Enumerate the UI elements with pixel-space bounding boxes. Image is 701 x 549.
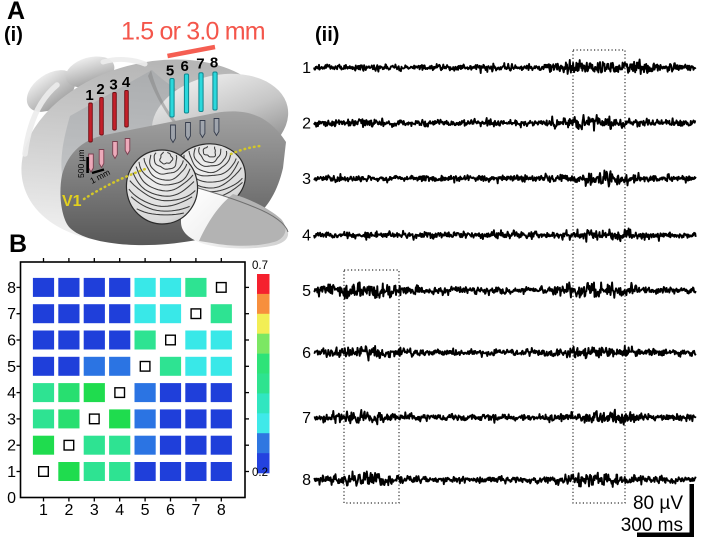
svg-text:1: 1 bbox=[85, 87, 93, 104]
svg-text:5: 5 bbox=[302, 283, 311, 300]
svg-text:3: 3 bbox=[90, 502, 99, 519]
svg-text:4: 4 bbox=[115, 502, 124, 519]
svg-text:8: 8 bbox=[217, 502, 226, 519]
svg-text:1: 1 bbox=[7, 464, 16, 481]
svg-text:(ii): (ii) bbox=[315, 24, 339, 46]
svg-text:7: 7 bbox=[7, 306, 16, 323]
svg-text:2: 2 bbox=[302, 116, 311, 133]
svg-text:80 µV: 80 µV bbox=[633, 493, 683, 514]
svg-text:5: 5 bbox=[7, 359, 16, 376]
svg-text:5: 5 bbox=[141, 502, 150, 519]
svg-text:3: 3 bbox=[302, 171, 311, 188]
svg-text:8: 8 bbox=[210, 55, 218, 72]
svg-text:4: 4 bbox=[302, 228, 311, 245]
svg-text:V1: V1 bbox=[62, 193, 82, 210]
svg-text:1: 1 bbox=[39, 502, 48, 519]
svg-text:7: 7 bbox=[302, 410, 311, 427]
svg-text:4: 4 bbox=[7, 385, 16, 402]
svg-text:4: 4 bbox=[122, 74, 131, 91]
svg-text:6: 6 bbox=[166, 502, 175, 519]
svg-text:300 ms: 300 ms bbox=[621, 515, 683, 536]
svg-text:2: 2 bbox=[7, 438, 16, 455]
svg-text:0: 0 bbox=[7, 490, 16, 507]
svg-text:8: 8 bbox=[7, 280, 16, 297]
svg-text:7: 7 bbox=[196, 56, 204, 73]
svg-text:A: A bbox=[7, 0, 25, 25]
svg-text:500 µm: 500 µm bbox=[76, 149, 86, 178]
svg-text:6: 6 bbox=[7, 333, 16, 350]
svg-text:8: 8 bbox=[302, 472, 311, 489]
svg-text:3: 3 bbox=[7, 411, 16, 428]
svg-text:1.5 or 3.0 mm: 1.5 or 3.0 mm bbox=[121, 18, 265, 46]
svg-text:6: 6 bbox=[302, 345, 311, 362]
svg-text:6: 6 bbox=[181, 58, 189, 75]
svg-text:B: B bbox=[9, 230, 27, 258]
svg-text:0.2: 0.2 bbox=[252, 467, 268, 479]
svg-text:2: 2 bbox=[96, 81, 104, 98]
svg-text:(i): (i) bbox=[4, 24, 23, 46]
svg-text:3: 3 bbox=[109, 77, 117, 94]
svg-text:5: 5 bbox=[166, 63, 174, 80]
svg-text:0.7: 0.7 bbox=[252, 260, 268, 272]
svg-text:2: 2 bbox=[64, 502, 73, 519]
svg-text:1: 1 bbox=[302, 60, 311, 77]
svg-text:7: 7 bbox=[191, 502, 200, 519]
